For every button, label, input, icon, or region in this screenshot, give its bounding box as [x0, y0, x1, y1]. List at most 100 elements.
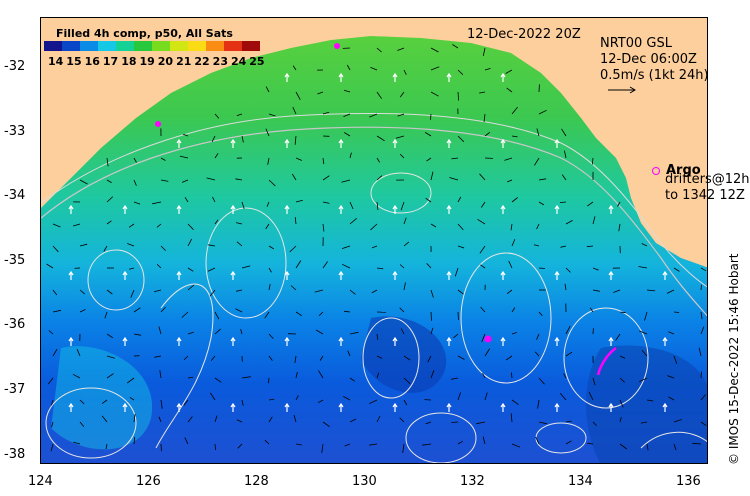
current-vector: [534, 157, 540, 166]
current-vector: [700, 284, 702, 291]
up-arrow-icon: [392, 402, 398, 412]
current-vector: [591, 157, 594, 165]
current-vector: [295, 443, 302, 446]
current-vector: [289, 245, 297, 253]
colorbar-swatch: [188, 41, 206, 51]
current-vector: [101, 399, 108, 404]
current-vector: [268, 267, 272, 273]
current-vector: [154, 289, 162, 293]
current-vector: [403, 355, 411, 361]
current-vector: [344, 310, 351, 313]
current-vector: [156, 223, 162, 228]
current-vector: [587, 201, 594, 207]
current-vector: [508, 260, 513, 269]
current-vector: [52, 223, 61, 228]
current-vector: [457, 135, 465, 143]
current-vector: [79, 421, 85, 428]
current-vector: [644, 311, 648, 321]
up-arrow-icon: [554, 270, 560, 280]
colorbar-tick-label: 16: [84, 55, 100, 68]
current-vector: [129, 396, 135, 401]
current-vector: [241, 265, 251, 269]
current-vector: [397, 47, 405, 51]
argo-label: Argo: [666, 163, 701, 178]
current-vector: [206, 177, 216, 181]
current-vector: [564, 150, 567, 159]
current-vector: [265, 86, 270, 93]
current-vector: [268, 377, 270, 384]
current-vector: [268, 113, 276, 117]
current-vector: [152, 201, 162, 205]
current-vector: [52, 348, 58, 357]
current-vector: [430, 223, 437, 228]
current-vector: [129, 267, 135, 270]
up-arrow-icon: [500, 138, 506, 148]
current-vector: [349, 377, 356, 382]
current-vector: [457, 392, 461, 401]
colorbar-tick-label: 23: [212, 55, 228, 68]
current-vector: [646, 443, 649, 451]
current-vector: [214, 113, 220, 119]
current-vector: [214, 153, 219, 159]
current-vector: [399, 417, 405, 423]
up-arrow-icon: [122, 204, 128, 214]
up-arrow-icon: [338, 138, 344, 148]
current-vector: [538, 201, 545, 206]
current-vector: [187, 416, 193, 423]
current-vector: [371, 245, 378, 249]
current-vector: [506, 179, 513, 183]
latitude-tick-label: -35: [4, 252, 26, 268]
up-arrow-icon: [122, 270, 128, 280]
current-vector: [588, 392, 594, 401]
current-vector: [511, 135, 518, 138]
current-vector: [322, 111, 330, 115]
up-arrow-icon: [392, 336, 398, 346]
current-vector: [641, 243, 648, 247]
current-vector: [477, 218, 486, 225]
up-arrow-icon: [446, 204, 452, 214]
colorbar-tick-label: 24: [230, 55, 247, 68]
product-time: 12-Dec 06:00Z: [600, 52, 697, 67]
current-vector: [292, 106, 297, 115]
up-arrow-icon: [338, 72, 344, 82]
dark-water-patch: [586, 345, 707, 463]
current-vector: [133, 179, 137, 186]
current-vector: [430, 171, 434, 181]
current-vector: [209, 289, 216, 297]
up-arrow-icon: [230, 204, 236, 214]
up-arrow-icon: [176, 402, 182, 412]
current-vector: [510, 223, 513, 231]
current-vector: [52, 245, 59, 253]
current-vector: [480, 201, 486, 208]
current-vector: [179, 155, 189, 159]
scale-label: 0.5m/s (1kt 24h): [600, 68, 709, 83]
current-vector: [482, 373, 486, 379]
colorbar-swatch: [80, 41, 98, 51]
current-vector: [641, 349, 648, 357]
up-arrow-icon: [446, 72, 452, 82]
current-vector: [376, 157, 380, 163]
up-arrow-icon: [446, 402, 452, 412]
sst-map: [40, 17, 708, 464]
current-vector: [183, 133, 189, 137]
current-vector: [293, 414, 297, 423]
current-vector: [106, 355, 116, 359]
current-vector: [290, 285, 297, 291]
current-vector: [265, 128, 270, 137]
current-vector: [79, 243, 88, 247]
longitude-tick-label: 124: [28, 474, 53, 489]
drifters-label: drifters@12h: [665, 172, 750, 187]
current-vector: [619, 311, 626, 314]
colorbar-legend: Filled 4h comp, p50, All Sats 14 15 16 17 18…: [44, 24, 265, 70]
latitude-tick-label: -34: [4, 188, 26, 204]
current-vector: [400, 328, 405, 335]
colorbar-swatch: [62, 41, 80, 51]
current-vector: [207, 267, 216, 272]
current-vector: [504, 157, 513, 161]
legend-title: Filled 4h comp, p50, All Sats: [56, 27, 233, 40]
up-arrow-icon: [284, 270, 290, 280]
up-arrow-icon: [176, 204, 182, 214]
current-vector: [50, 443, 54, 452]
current-vector: [430, 66, 440, 71]
current-vector: [376, 201, 379, 210]
